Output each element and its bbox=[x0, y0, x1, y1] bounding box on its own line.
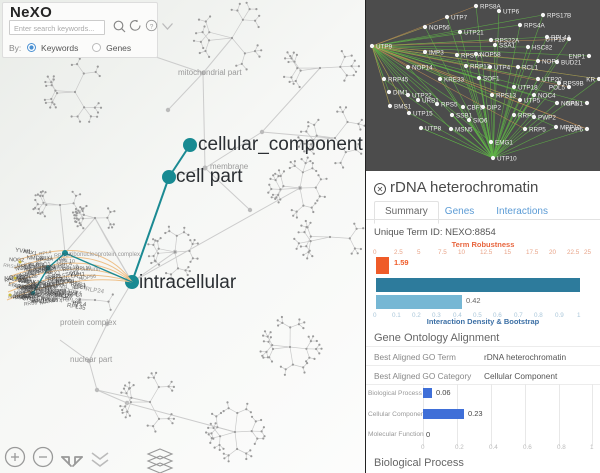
svg-text:UTP7: UTP7 bbox=[451, 15, 468, 22]
svg-text:?: ? bbox=[150, 24, 154, 31]
svg-text:RPS9B: RPS9B bbox=[563, 81, 584, 88]
svg-text:EBP1: EBP1 bbox=[46, 291, 61, 298]
svg-text:NOP58: NOP58 bbox=[480, 52, 501, 59]
svg-text:UTP9: UTP9 bbox=[376, 44, 393, 51]
svg-text:DIP2: DIP2 bbox=[487, 105, 501, 112]
svg-text:RPL11: RPL11 bbox=[31, 298, 48, 305]
svg-text:RPS17B: RPS17B bbox=[547, 13, 571, 20]
svg-text:RRS1: RRS1 bbox=[40, 265, 53, 271]
svg-text:RLP24: RLP24 bbox=[85, 286, 105, 296]
svg-text:RRS1: RRS1 bbox=[42, 282, 59, 288]
svg-text:RRS1: RRS1 bbox=[3, 263, 17, 271]
svg-text:UTP18: UTP18 bbox=[518, 85, 538, 92]
svg-text:NMD3: NMD3 bbox=[27, 255, 44, 261]
svg-text:RRP45: RRP45 bbox=[388, 77, 409, 84]
svg-text:IMP3: IMP3 bbox=[429, 50, 444, 57]
svg-text:RPS8A: RPS8A bbox=[480, 4, 501, 11]
svg-text:SOF1: SOF1 bbox=[483, 76, 500, 83]
svg-text:NOP6: NOP6 bbox=[566, 127, 584, 134]
svg-text:NOP4: NOP4 bbox=[542, 59, 560, 66]
svg-text:KRE33: KRE33 bbox=[444, 77, 464, 84]
svg-text:UTP20: UTP20 bbox=[542, 77, 562, 84]
svg-text:UTP21: UTP21 bbox=[464, 30, 484, 37]
svg-text:RPS4A: RPS4A bbox=[524, 23, 545, 30]
svg-text:RCL1: RCL1 bbox=[522, 65, 539, 72]
svg-text:DIM1: DIM1 bbox=[393, 90, 409, 97]
svg-text:RPL25: RPL25 bbox=[24, 261, 40, 268]
svg-text:UTP13: UTP13 bbox=[545, 37, 565, 44]
svg-text:RPS13: RPS13 bbox=[496, 93, 516, 100]
svg-text:ribonucleoprotein complex: ribonucleoprotein complex bbox=[70, 252, 140, 258]
svg-text:UTP6: UTP6 bbox=[503, 9, 520, 16]
svg-text:UTP15: UTP15 bbox=[413, 111, 433, 118]
svg-text:NOC4: NOC4 bbox=[538, 93, 556, 100]
svg-text:SSA1: SSA1 bbox=[499, 43, 516, 50]
svg-text:NOP56: NOP56 bbox=[429, 25, 450, 32]
svg-text:BMS1: BMS1 bbox=[394, 104, 412, 111]
svg-text:SIO6: SIO6 bbox=[473, 118, 488, 125]
svg-text:RRP12: RRP12 bbox=[470, 64, 491, 71]
svg-text:RRP5: RRP5 bbox=[529, 127, 546, 134]
svg-text:BUD21: BUD21 bbox=[561, 60, 582, 67]
svg-text:ENP1: ENP1 bbox=[569, 54, 586, 61]
svg-text:UTP5: UTP5 bbox=[524, 98, 541, 105]
svg-text:UTP4: UTP4 bbox=[494, 65, 511, 72]
svg-text:UTP10: UTP10 bbox=[497, 156, 517, 163]
svg-text:URB1: URB1 bbox=[422, 98, 439, 105]
svg-text:EFL1: EFL1 bbox=[73, 285, 86, 291]
svg-text:CBF5: CBF5 bbox=[467, 105, 484, 112]
svg-text:MSN5: MSN5 bbox=[455, 127, 473, 134]
svg-text:SSB1: SSB1 bbox=[456, 113, 473, 120]
svg-text:YVH1: YVH1 bbox=[15, 247, 32, 256]
svg-text:RPS5: RPS5 bbox=[441, 102, 458, 109]
svg-text:RRP9: RRP9 bbox=[518, 113, 535, 120]
svg-text:NOG2: NOG2 bbox=[9, 257, 24, 263]
svg-text:NOP14: NOP14 bbox=[412, 65, 433, 72]
svg-text:KR: KR bbox=[586, 77, 595, 84]
svg-text:NAN1: NAN1 bbox=[566, 101, 583, 108]
svg-text:UTP8: UTP8 bbox=[425, 126, 442, 133]
svg-text:HSC82: HSC82 bbox=[532, 45, 553, 52]
svg-text:POL5: POL5 bbox=[549, 85, 566, 92]
svg-text:PWP2: PWP2 bbox=[538, 115, 556, 122]
svg-text:EMG1: EMG1 bbox=[495, 140, 513, 147]
